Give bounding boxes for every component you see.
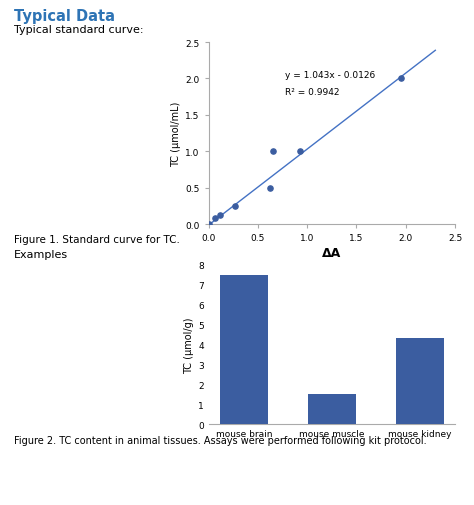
Point <box>397 75 405 83</box>
Text: Examples: Examples <box>14 249 68 260</box>
Point <box>217 211 224 219</box>
Point <box>296 148 304 156</box>
Text: Figure 2. TC content in animal tissues. Assays were performed following kit prot: Figure 2. TC content in animal tissues. … <box>14 435 427 445</box>
Bar <box>308 394 356 424</box>
Point <box>212 215 219 223</box>
Text: y = 1.043x - 0.0126: y = 1.043x - 0.0126 <box>285 71 376 80</box>
Bar <box>395 339 444 424</box>
Y-axis label: TC (μmol/g): TC (μmol/g) <box>184 317 194 373</box>
X-axis label: ΔA: ΔA <box>322 247 341 260</box>
Text: Typical standard curve:: Typical standard curve: <box>14 25 144 35</box>
Point <box>231 203 239 211</box>
Text: Figure 1. Standard curve for TC.: Figure 1. Standard curve for TC. <box>14 235 180 245</box>
Bar <box>220 275 268 424</box>
Text: R² = 0.9942: R² = 0.9942 <box>285 88 340 97</box>
Text: Typical Data: Typical Data <box>14 9 115 24</box>
Point <box>266 184 273 192</box>
Point <box>269 148 276 156</box>
Y-axis label: TC (μmol/mL): TC (μmol/mL) <box>171 101 181 167</box>
Point <box>205 221 212 229</box>
